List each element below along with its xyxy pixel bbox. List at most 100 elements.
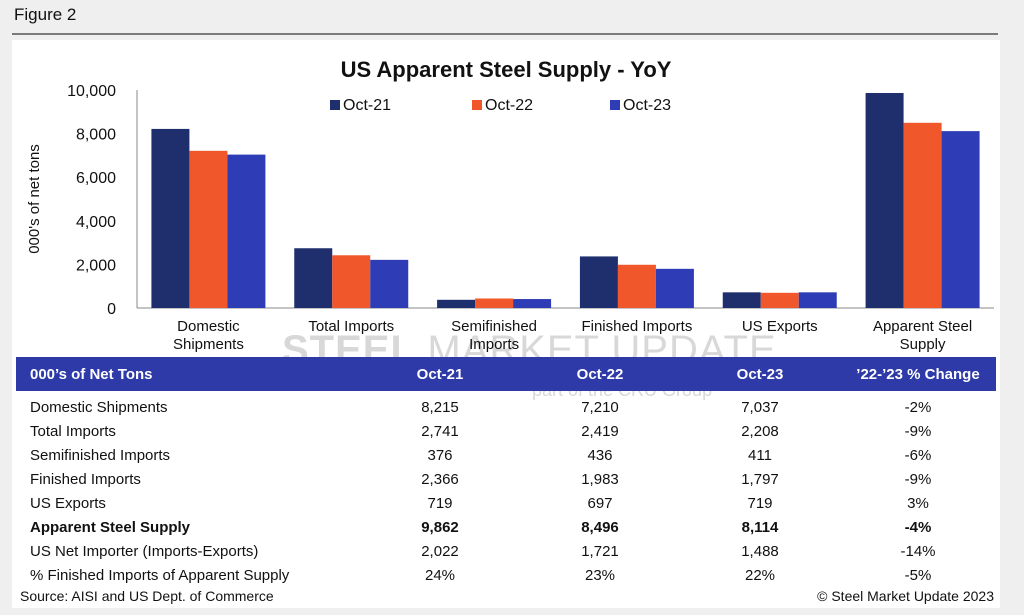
table-header-oct21: Oct-21 — [360, 357, 520, 391]
bar-oct-21 — [579, 256, 618, 308]
table-cell: 2,366 — [421, 470, 459, 488]
table-cell: 24% — [424, 566, 456, 584]
table-row: % Finished Imports of Apparent Supply 24%… — [16, 563, 996, 587]
bar-oct-22 — [617, 264, 656, 308]
data-table: 000’s of Net Tons Oct-21 Oct-22 Oct-23 ’… — [16, 357, 996, 587]
copyright-note: © Steel Market Update 2023 — [817, 588, 994, 604]
legend-swatch — [610, 100, 620, 110]
table-row-label: % Finished Imports of Apparent Supply — [30, 566, 290, 584]
bar-oct-23 — [227, 154, 266, 308]
x-category-label: Imports — [469, 336, 519, 353]
table-cell: 9,862 — [421, 518, 459, 536]
table-cell: 7,210 — [581, 398, 619, 416]
y-axis-label: 000's of net tons — [26, 144, 43, 254]
table-cell: -6% — [904, 446, 932, 464]
bar-oct-21 — [865, 93, 904, 309]
chart-title: US Apparent Steel Supply - YoY — [341, 57, 672, 82]
table-row: Total Imports 2,741 2,419 2,208 -9% — [16, 419, 996, 443]
bar-oct-22 — [475, 298, 514, 308]
table-row-label: US Exports — [30, 494, 106, 512]
bar-oct-23 — [370, 259, 409, 308]
table-cell: -4% — [904, 518, 932, 536]
table-cell: 1,983 — [581, 470, 619, 488]
bar-oct-21 — [722, 292, 761, 308]
bar-oct-22 — [760, 292, 799, 308]
y-tick-label: 6,000 — [76, 170, 116, 187]
table-header-oct22: Oct-22 — [520, 357, 680, 391]
x-category-label: US Exports — [742, 318, 818, 335]
x-category-label: Total Imports — [308, 318, 394, 335]
x-category-label: Finished Imports — [581, 318, 692, 335]
table-row-label: Domestic Shipments — [30, 398, 168, 416]
table-cell: 8,215 — [421, 398, 459, 416]
table-row-label: Semifinished Imports — [30, 446, 171, 464]
source-note: Source: AISI and US Dept. of Commerce — [20, 588, 274, 604]
table-cell: 8,496 — [581, 518, 619, 536]
table-header-row: 000’s of Net Tons Oct-21 Oct-22 Oct-23 ’… — [16, 357, 996, 391]
y-tick-label: 2,000 — [76, 257, 116, 274]
bar-oct-23 — [941, 131, 980, 308]
table-cell: 1,488 — [741, 542, 779, 560]
bar-oct-21 — [437, 299, 476, 308]
table-cell: 2,741 — [421, 422, 459, 440]
bar-oct-21 — [294, 248, 333, 308]
table-header-change: ’22-’23 % Change — [840, 357, 996, 391]
bar-oct-22 — [332, 255, 371, 308]
x-category-label: Supply — [900, 336, 946, 353]
table-row: Finished Imports 2,366 1,983 1,797 -9% — [16, 467, 996, 491]
bar-chart: US Apparent Steel Supply - YoY 000's of n… — [26, 57, 994, 353]
table-cell: 1,797 — [741, 470, 779, 488]
bar-oct-22 — [903, 122, 942, 308]
bar-oct-21 — [151, 128, 190, 308]
chart-panel: STEEL MARKET UPDATE part of the CRU Grou… — [12, 40, 1000, 608]
table-cell: 697 — [587, 494, 613, 512]
table-row-label: Finished Imports — [30, 470, 141, 488]
legend-label: Oct-23 — [623, 97, 671, 114]
table-cell: 719 — [427, 494, 453, 512]
x-category-label: Domestic — [177, 318, 240, 335]
table-cell: -5% — [904, 566, 932, 584]
table-cell: 2,419 — [581, 422, 619, 440]
table-row: US Net Importer (Imports-Exports) 2,022 1,… — [16, 539, 996, 563]
table-cell: 23% — [584, 566, 616, 584]
x-category-label: Shipments — [173, 336, 244, 353]
y-tick-label: 0 — [107, 301, 116, 318]
table-cell: 436 — [587, 446, 613, 464]
table-row: Apparent Steel Supply 9,862 8,496 8,114 -4% — [16, 515, 996, 539]
x-category-label: Semifinished — [451, 318, 537, 335]
x-category-label: Apparent Steel — [873, 318, 972, 335]
bar-oct-22 — [189, 150, 228, 308]
y-tick-label: 10,000 — [67, 83, 116, 100]
table-row-label: Apparent Steel Supply — [30, 518, 191, 536]
table-cell: 2,022 — [421, 542, 459, 560]
table-cell: 3% — [907, 494, 929, 512]
table-cell: 719 — [747, 494, 773, 512]
table-cell: 8,114 — [741, 518, 779, 536]
y-tick-label: 8,000 — [76, 127, 116, 144]
table-cell: 22% — [744, 566, 776, 584]
table-cell: -9% — [904, 422, 932, 440]
table-row-label: Total Imports — [30, 422, 116, 440]
table-cell: 2,208 — [741, 422, 779, 440]
table-row-label: US Net Importer (Imports-Exports) — [30, 542, 259, 560]
legend-label: Oct-21 — [343, 97, 391, 114]
bar-oct-23 — [798, 292, 837, 308]
table-header-oct23: Oct-23 — [680, 357, 840, 391]
legend-swatch — [330, 100, 340, 110]
table-header-label: 000’s of Net Tons — [16, 357, 360, 391]
figure-label: Figure 2 — [14, 5, 77, 24]
table-row: Semifinished Imports 376 436 411 -6% — [16, 443, 996, 467]
table-cell: -14% — [900, 542, 936, 560]
figure-divider — [12, 33, 998, 35]
bar-oct-23 — [655, 268, 694, 308]
legend-swatch — [472, 100, 482, 110]
table-cell: 7,037 — [741, 398, 779, 416]
y-tick-label: 4,000 — [76, 214, 116, 231]
table-row: US Exports 719 697 719 3% — [16, 491, 996, 515]
legend-label: Oct-22 — [485, 97, 533, 114]
table-row: Domestic Shipments 8,215 7,210 7,037 -2% — [16, 395, 996, 419]
table-cell: 376 — [427, 446, 453, 464]
table-cell: 411 — [748, 446, 772, 464]
table-cell: 1,721 — [581, 542, 619, 560]
bar-oct-23 — [513, 299, 552, 308]
